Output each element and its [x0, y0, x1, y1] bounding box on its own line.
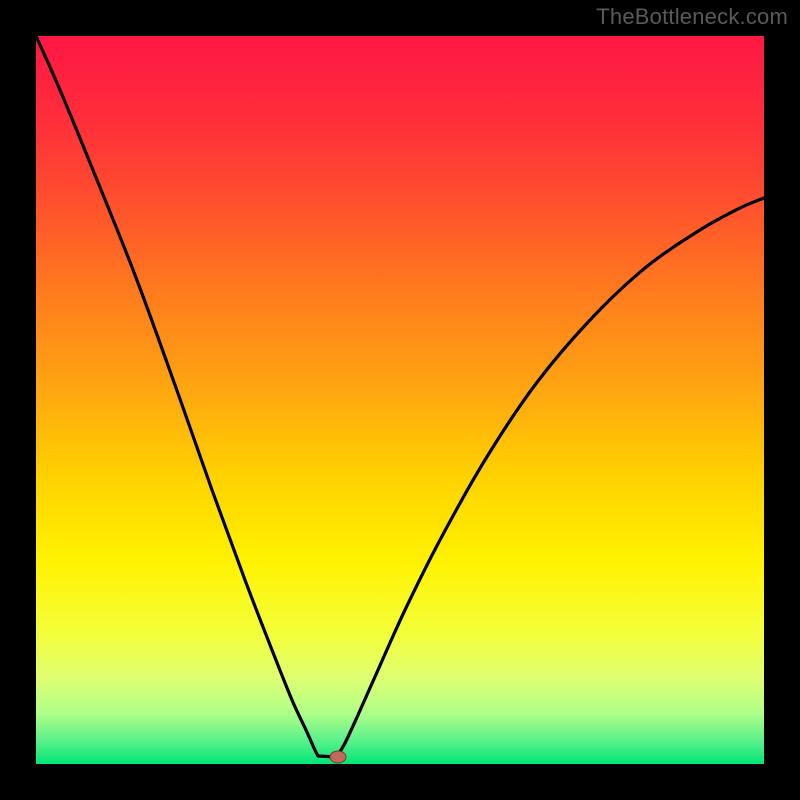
chart-container: TheBottleneck.com	[0, 0, 800, 800]
optimum-marker	[330, 751, 346, 763]
bottleneck-chart	[0, 0, 800, 800]
watermark-text: TheBottleneck.com	[596, 4, 788, 30]
plot-area	[36, 36, 764, 764]
